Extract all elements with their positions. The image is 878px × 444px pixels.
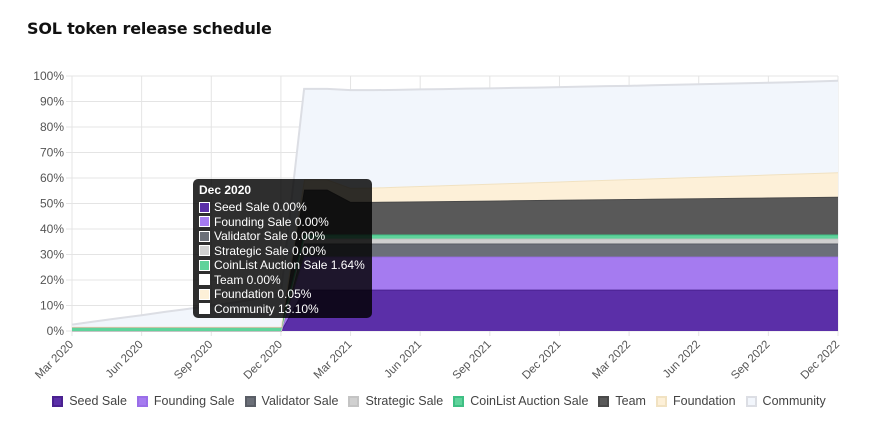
x-tick-label: Jun 2020 — [104, 339, 146, 381]
x-axis: Mar 2020 Jun 2020 Sep 2020 Dec 2020 Mar 2021… — [33, 339, 842, 382]
legend-swatch — [745, 395, 757, 407]
area-community[interactable] — [72, 80, 838, 327]
tooltip-row: Community 13.10% — [199, 302, 366, 317]
tooltip-row: Team 0.00% — [199, 273, 366, 288]
chart-title: SOL token release schedule — [27, 19, 272, 38]
x-tick-label: Mar 2021 — [312, 339, 355, 382]
tooltip-swatch — [199, 288, 210, 300]
x-tick-label: Dec 2022 — [799, 339, 842, 382]
y-tick-label: 60% — [40, 171, 64, 185]
tooltip-label: CoinList Auction Sale 1.64% — [214, 258, 365, 273]
tooltip-row: Founding Sale 0.00% — [199, 215, 366, 230]
y-tick-label: 90% — [40, 95, 64, 109]
x-tick-label: Sep 2020 — [172, 339, 215, 382]
tooltip-label: Team 0.00% — [214, 272, 281, 287]
y-axis: 0% 10% 20% 30% 40% 50% 60% 70% 80% 90% 100% — [33, 69, 64, 338]
x-tick-label: Jun 2021 — [382, 339, 424, 381]
y-tick-label: 70% — [40, 146, 64, 160]
legend-swatch — [136, 395, 148, 407]
legend-item-validator-sale[interactable]: Validator Sale — [244, 394, 339, 408]
area-seed-sale[interactable] — [72, 289, 838, 331]
legend-item-foundation[interactable]: Foundation — [655, 394, 736, 408]
legend-swatch — [52, 395, 64, 407]
y-tick-label: 10% — [40, 299, 64, 313]
series-areas — [71, 79, 839, 332]
tooltip-row: Strategic Sale 0.00% — [199, 244, 366, 259]
x-tick-label: Mar 2020 — [33, 339, 76, 382]
area-foundation[interactable] — [72, 172, 838, 327]
legend-label: Foundation — [672, 394, 736, 408]
chart-legend: Seed Sale Founding Sale Validator Sale Stra… — [0, 394, 878, 408]
legend-item-seed-sale[interactable]: Seed Sale — [52, 394, 127, 408]
legend-swatch — [598, 395, 610, 407]
x-tick-label: Mar 2022 — [590, 339, 633, 382]
tooltip-swatch — [199, 216, 210, 228]
y-tick-label: 30% — [40, 248, 64, 262]
tooltip-swatch — [199, 201, 210, 213]
x-tick-label: Dec 2021 — [520, 339, 563, 382]
legend-swatch — [348, 395, 360, 407]
x-tick-label: Sep 2021 — [451, 339, 494, 382]
y-tick-label: 50% — [40, 197, 64, 211]
legend-item-coinlist-auction-sale[interactable]: CoinList Auction Sale — [453, 394, 588, 408]
area-team[interactable] — [72, 189, 838, 327]
tooltip-label: Seed Sale 0.00% — [214, 200, 307, 215]
y-tick-label: 40% — [40, 222, 64, 236]
tooltip-swatch — [199, 245, 210, 257]
tooltip-label: Founding Sale 0.00% — [214, 214, 329, 229]
tooltip-label: Community 13.10% — [214, 301, 319, 316]
tooltip-title: Dec 2020 — [199, 183, 252, 197]
tooltip-row: Validator Sale 0.00% — [199, 229, 366, 244]
x-tick-label: Dec 2020 — [242, 339, 285, 382]
legend-label: Strategic Sale — [365, 394, 444, 408]
legend-swatch — [655, 395, 667, 407]
legend-label: Founding Sale — [153, 394, 235, 408]
legend-label: Validator Sale — [261, 394, 339, 408]
tooltip-rows: Seed Sale 0.00% Founding Sale 0.00% Valida… — [199, 200, 366, 316]
x-tick-label: Sep 2022 — [729, 339, 772, 382]
tooltip-swatch — [199, 259, 210, 271]
tooltip-swatch — [199, 303, 210, 315]
legend-item-founding-sale[interactable]: Founding Sale — [136, 394, 235, 408]
area-founding-sale[interactable] — [72, 256, 838, 331]
tooltip-label: Strategic Sale 0.00% — [214, 243, 327, 258]
y-tick-label: 80% — [40, 120, 64, 134]
y-tick-label: 100% — [33, 69, 64, 83]
tooltip-row: Seed Sale 0.00% — [199, 200, 366, 215]
legend-swatch — [453, 395, 465, 407]
y-tick-label: 0% — [47, 324, 65, 338]
legend-swatch — [244, 395, 256, 407]
tooltip-label: Foundation 0.05% — [214, 287, 312, 302]
legend-item-strategic-sale[interactable]: Strategic Sale — [348, 394, 443, 408]
area-validator-sale[interactable] — [72, 243, 838, 331]
legend-item-team[interactable]: Team — [598, 394, 646, 408]
tooltip-row: Foundation 0.05% — [199, 287, 366, 302]
legend-label: Community — [762, 394, 826, 408]
tooltip-row: CoinList Auction Sale 1.64% — [199, 258, 366, 273]
x-tick-label: Jun 2022 — [661, 339, 703, 381]
tooltip-swatch — [199, 274, 210, 286]
y-tick-label: 20% — [40, 273, 64, 287]
legend-label: Team — [615, 394, 646, 408]
legend-label: CoinList Auction Sale — [470, 394, 589, 408]
legend-item-community[interactable]: Community — [745, 394, 826, 408]
hover-tooltip: Dec 2020 Seed Sale 0.00% Founding Sale 0.… — [193, 179, 372, 318]
tooltip-label: Validator Sale 0.00% — [214, 229, 326, 244]
legend-label: Seed Sale — [69, 394, 127, 408]
tooltip-swatch — [199, 230, 210, 242]
